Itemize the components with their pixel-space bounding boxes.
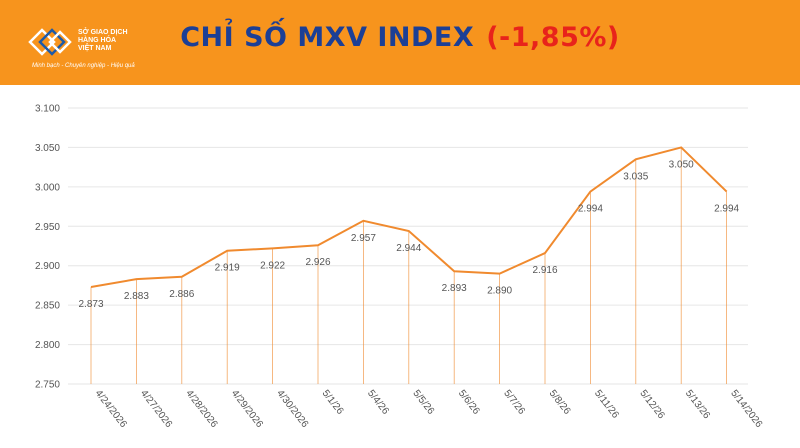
data-label: 2.890 [487, 286, 512, 297]
y-tick-label: 3.000 [35, 182, 60, 193]
x-tick-label: 4/30/2026 [274, 388, 310, 430]
data-label: 2.873 [78, 299, 103, 310]
x-tick-label: 4/28/2026 [183, 388, 219, 430]
data-label: 2.916 [532, 265, 557, 276]
title-change: (-1,85%) [486, 22, 620, 53]
x-tick-label: 5/12/26 [637, 388, 666, 421]
x-tick-label: 5/6/26 [456, 388, 482, 417]
data-label: 2.957 [351, 233, 376, 244]
y-tick-label: 3.100 [35, 104, 60, 115]
x-tick-label: 5/1/26 [320, 388, 346, 417]
data-label: 2.994 [714, 204, 739, 215]
logo-text-line: VIỆT NAM [78, 45, 112, 52]
line-chart: 2.750 2.800 2.850 2.900 2.950 3.000 3.050 3.100… [35, 104, 765, 431]
y-tick-label: 2.950 [35, 222, 60, 233]
y-tick-label: 2.800 [35, 340, 60, 351]
data-label: 3.050 [669, 159, 694, 170]
data-label: 2.926 [305, 257, 330, 268]
page-title: CHỈ SỐ MXV INDEX (-1,85%) [0, 22, 800, 53]
x-tick-label: 4/29/2026 [229, 388, 265, 430]
exchange-logo: SỞ GIAO DỊCH HÀNG HÓA VIỆT NAM Minh bạch… [28, 24, 178, 74]
logo-text-line: SỞ GIAO DỊCH [78, 29, 128, 36]
y-tick-label: 2.850 [35, 301, 60, 312]
y-tick-label: 2.750 [35, 380, 60, 391]
gridlines [68, 107, 748, 385]
x-tick-label: 5/11/26 [592, 388, 621, 421]
x-axis-ticks: 4/24/2026 4/27/2026 4/28/2026 4/29/2026 4/30… [93, 388, 765, 430]
data-label: 2.886 [169, 289, 194, 300]
data-label: 2.922 [260, 260, 285, 271]
data-label: 2.944 [396, 243, 421, 254]
data-label: 2.919 [215, 263, 240, 274]
y-tick-label: 2.900 [35, 261, 60, 272]
x-tick-label: 5/4/26 [365, 388, 391, 417]
data-label: 2.893 [442, 283, 467, 294]
series-line [90, 146, 728, 288]
x-tick-label: 5/8/26 [547, 388, 573, 417]
drop-lines [90, 147, 727, 384]
logo-text-line: HÀNG HÓA [78, 37, 117, 44]
x-tick-label: 5/13/26 [683, 388, 712, 421]
logo-mark-icon [28, 28, 72, 56]
x-tick-label: 4/24/2026 [93, 388, 129, 430]
x-tick-label: 5/5/26 [410, 388, 436, 417]
data-labels: 2.873 2.883 2.886 2.919 2.922 2.926 2.957 2.944… [78, 159, 739, 310]
data-label: 2.883 [124, 291, 149, 302]
x-tick-label: 4/27/2026 [138, 388, 174, 430]
y-axis-ticks: 2.750 2.800 2.850 2.900 2.950 3.000 3.050 3.100 [35, 104, 60, 391]
title-main: CHỈ SỐ MXV INDEX [180, 22, 475, 53]
header-band: SỞ GIAO DỊCH HÀNG HÓA VIỆT NAM Minh bạch… [0, 0, 800, 85]
data-label: 3.035 [623, 171, 648, 182]
data-label: 2.994 [578, 204, 603, 215]
logo-slogan: Minh bạch - Chuyên nghiệp - Hiệu quả [32, 63, 135, 69]
x-tick-label: 5/7/26 [501, 388, 527, 417]
y-tick-label: 3.050 [35, 143, 60, 154]
x-tick-label: 5/14/2026 [728, 388, 764, 430]
